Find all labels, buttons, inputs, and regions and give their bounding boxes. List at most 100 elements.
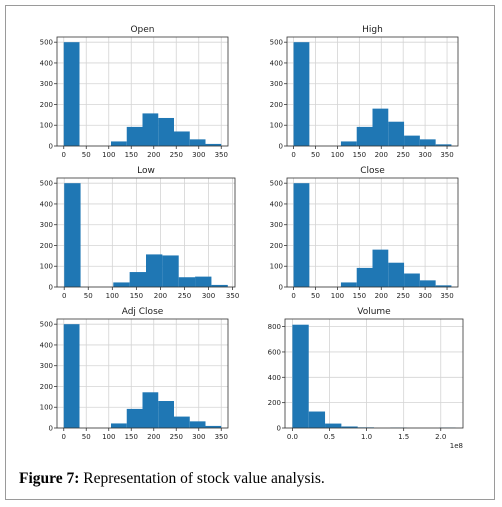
x-tick-label: 0.5 — [324, 433, 335, 441]
x-tick-label: 150 — [353, 151, 366, 159]
subplot-title: Adj Close — [122, 307, 164, 317]
y-tick-label: 200 — [270, 101, 283, 109]
histogram-bar — [404, 135, 420, 146]
histogram-bar — [178, 277, 196, 287]
y-tick-label: 400 — [40, 200, 53, 208]
panel-close: Close 0 100 200 300 400 500 0 50 100 150 200 250 300 3… — [270, 166, 459, 300]
x-tick-label: 0 — [291, 151, 295, 159]
histogram-bar — [189, 139, 206, 146]
y-tick-label: 500 — [270, 180, 283, 188]
x-tick-label: 250 — [178, 292, 191, 300]
axes-frame — [56, 318, 229, 429]
x-tick-label: 350 — [226, 292, 239, 300]
y-tick-label: 100 — [40, 122, 53, 130]
histogram-bar — [195, 276, 212, 287]
x-tick-label: 50 — [82, 433, 91, 441]
y-tick-label: 400 — [40, 341, 53, 349]
figure-caption-text: Representation of stock value analysis. — [79, 470, 325, 487]
histogram-bar — [325, 423, 342, 428]
x-tick-label: 0.0 — [287, 433, 298, 441]
x-tick-label: 300 — [192, 433, 205, 441]
axes-frame — [284, 318, 464, 429]
x-tick-label: 300 — [418, 151, 431, 159]
histogram-bar — [340, 141, 357, 146]
histogram-bar — [158, 117, 174, 146]
axes-frame — [56, 177, 236, 288]
y-tick-label: 300 — [40, 80, 53, 88]
x-tick-label: 150 — [353, 292, 366, 300]
histogram-bar — [142, 392, 159, 428]
x-tick-label: 0 — [62, 433, 66, 441]
x-tick-label: 1.5 — [398, 433, 409, 441]
x-tick-label: 350 — [215, 433, 228, 441]
figure-frame — [5, 5, 495, 500]
x-tick-label: 250 — [397, 292, 410, 300]
histogram-bar — [63, 42, 80, 146]
histogram-bar — [293, 183, 310, 287]
histogram-bar — [293, 42, 310, 146]
histogram-bar — [205, 425, 222, 428]
x-tick-label: 1.0 — [361, 433, 372, 441]
x-tick-label: 300 — [418, 292, 431, 300]
y-tick-label: 200 — [40, 242, 53, 250]
y-tick-label: 100 — [40, 404, 53, 412]
x-tick-label: 150 — [125, 433, 138, 441]
histogram-bar — [129, 272, 146, 287]
histogram-bar — [142, 113, 159, 146]
y-tick-label: 400 — [270, 59, 283, 67]
histogram-bar — [111, 141, 127, 146]
figure-caption-label: Figure 7: — [19, 470, 80, 487]
y-tick-label: 100 — [40, 263, 53, 271]
y-tick-label: 200 — [40, 383, 53, 391]
histogram-bar — [356, 126, 373, 146]
y-tick-label: 0 — [49, 425, 53, 433]
y-tick-label: 500 — [270, 39, 283, 47]
y-tick-label: 400 — [40, 59, 53, 67]
x-tick-label: 50 — [84, 292, 93, 300]
axis-offset-label: 1e8 — [450, 442, 463, 450]
y-tick-label: 200 — [268, 399, 281, 407]
histogram-bar — [111, 423, 127, 428]
x-tick-label: 100 — [102, 151, 115, 159]
x-tick-label: 0 — [291, 292, 295, 300]
y-tick-label: 0 — [277, 425, 281, 433]
histogram-bar — [189, 421, 206, 428]
histogram-bar — [435, 285, 452, 287]
histogram-bar — [388, 262, 405, 287]
y-tick-label: 0 — [49, 143, 53, 151]
y-tick-label: 400 — [270, 200, 283, 208]
x-tick-label: 150 — [130, 292, 143, 300]
histogram-bar — [64, 183, 81, 287]
histogram-bar — [388, 121, 405, 146]
subplot-title: Close — [360, 166, 385, 176]
x-tick-label: 200 — [147, 433, 160, 441]
subplot-title: Low — [137, 166, 155, 176]
x-tick-label: 0 — [62, 292, 66, 300]
panel-volume: Volume 0 200 400 600 800 0.0 0.5 1.0 1.5 2.0 1e8 — [268, 307, 464, 450]
x-tick-label: 50 — [311, 292, 320, 300]
histogram-bar — [158, 401, 174, 428]
histogram-bar — [419, 139, 436, 146]
x-tick-label: 100 — [102, 433, 115, 441]
histogram-bar — [162, 255, 179, 287]
axes-frame — [56, 36, 229, 147]
histogram-bar — [146, 254, 163, 287]
x-tick-label: 300 — [202, 292, 215, 300]
x-tick-label: 250 — [397, 151, 410, 159]
figure-caption: Figure 7: Representation of stock value … — [19, 470, 325, 488]
histogram-bar — [435, 144, 452, 146]
y-tick-label: 200 — [270, 242, 283, 250]
panel-high: High 0 100 200 300 400 500 0 50 100 150 200 250 300 35… — [270, 25, 459, 159]
histogram-bar — [404, 273, 420, 287]
histogram-bar — [126, 126, 143, 146]
histogram-bar — [308, 411, 326, 428]
histogram-bar — [174, 416, 190, 428]
x-tick-label: 350 — [440, 151, 453, 159]
histogram-bar — [356, 267, 373, 287]
panel-adj-close: Adj Close 0 100 200 300 400 500 0 50 100 150 200 250… — [40, 307, 229, 441]
y-tick-label: 300 — [40, 221, 53, 229]
axes-frame — [286, 36, 459, 147]
y-tick-label: 0 — [279, 284, 283, 292]
histogram-bar — [174, 131, 190, 146]
